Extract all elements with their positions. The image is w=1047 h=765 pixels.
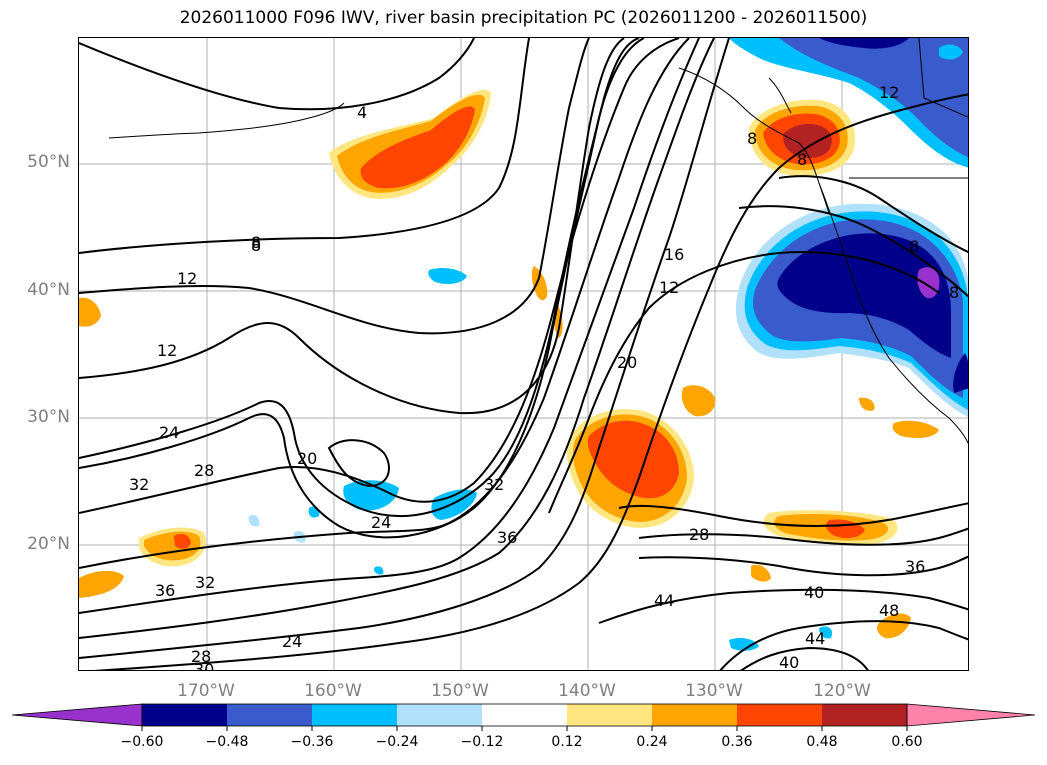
lat-tick-50: 50°N <box>27 152 70 172</box>
iwv-contours <box>79 38 968 670</box>
contour-label: 8 <box>251 236 261 255</box>
contour-label: 24 <box>159 423 179 442</box>
contour-label: 40 <box>779 653 799 671</box>
contour-label: 8 <box>949 283 959 302</box>
colorbar-tick-label: 0.24 <box>636 734 668 750</box>
colorbar-segment <box>567 704 652 726</box>
colorbar-segment <box>142 704 227 726</box>
contour-label: 44 <box>805 629 825 648</box>
contour-label: 8 <box>909 237 919 256</box>
contour-label: 44 <box>654 591 674 610</box>
lon-tick-140w: 140°W <box>558 681 616 701</box>
contour-label: 36 <box>905 557 925 576</box>
precip-shading <box>79 38 968 651</box>
contour-label: 48 <box>879 601 899 620</box>
colorbar-tick-label: 0.12 <box>551 734 583 750</box>
lon-tick-150w: 150°W <box>431 681 489 701</box>
colorbar-tick-label: 0.36 <box>721 734 753 750</box>
lat-tick-20: 20°N <box>27 534 70 554</box>
colorbar-tick-label: −0.12 <box>460 734 504 750</box>
colorbar-extend-low <box>11 703 143 727</box>
contour-label: 20 <box>297 449 317 468</box>
contour-label: 40 <box>804 583 824 602</box>
lat-tick-40: 40°N <box>27 280 70 300</box>
contour-label: 28 <box>689 525 709 544</box>
contour-label: 36 <box>155 581 175 600</box>
colorbar-tick-label: −0.36 <box>290 734 334 750</box>
contour-label: 12 <box>157 341 177 360</box>
lon-tick-130w: 130°W <box>685 681 743 701</box>
lon-tick-160w: 160°W <box>304 681 362 701</box>
lon-tick-170w: 170°W <box>177 681 235 701</box>
contour-label: 8 <box>747 129 757 148</box>
map-panel: 4 8 12 12 24 32 28 20 24 32 36 20 12 16 … <box>78 37 969 671</box>
contour-label: 4 <box>357 103 367 122</box>
colorbar-tick-label: 0.48 <box>806 734 838 750</box>
lat-tick-30: 30°N <box>27 407 70 427</box>
colorbar-tick-label: 0.60 <box>891 734 923 750</box>
contour-label: 24 <box>371 513 391 532</box>
contour-label: 32 <box>129 475 149 494</box>
colorbar-segment <box>312 704 397 726</box>
colorbar-tick-label: −0.24 <box>375 734 419 750</box>
map-canvas: 4 8 12 12 24 32 28 20 24 32 36 20 12 16 … <box>79 38 968 671</box>
lon-tick-120w: 120°W <box>813 681 871 701</box>
contour-label: 12 <box>177 269 197 288</box>
colorbar-tick-label: −0.60 <box>120 734 164 750</box>
contour-label: 32 <box>195 573 215 592</box>
map-title: 2026011000 F096 IWV, river basin precipi… <box>179 8 868 28</box>
contour-label: 12 <box>879 83 899 102</box>
contour-label: 32 <box>484 475 504 494</box>
colorbar-extend-high <box>906 703 1036 727</box>
contour-label: 20 <box>617 353 637 372</box>
contour-label: 30 <box>194 660 214 671</box>
colorbar-segment <box>227 704 312 726</box>
colorbar-outline <box>141 703 908 727</box>
colorbar-segment <box>397 704 482 726</box>
contour-label: 28 <box>191 647 211 666</box>
contour-labels: 4 8 12 12 24 32 28 20 24 32 36 20 12 16 … <box>129 83 959 671</box>
contour-label: 8 <box>797 150 807 169</box>
contour-label: 16 <box>664 245 684 264</box>
colorbar-segment <box>822 704 907 726</box>
contour-label: 28 <box>194 461 214 480</box>
coastlines <box>108 38 968 445</box>
colorbar-tick-label: −0.48 <box>205 734 249 750</box>
contour-label: 24 <box>282 632 302 651</box>
colorbar-segment <box>737 704 822 726</box>
contour-label: 36 <box>497 528 517 547</box>
colorbar-segment <box>652 704 737 726</box>
contour-label: 12 <box>659 278 679 297</box>
contour-label: 8 <box>251 233 261 252</box>
colorbar-segment <box>482 704 567 726</box>
